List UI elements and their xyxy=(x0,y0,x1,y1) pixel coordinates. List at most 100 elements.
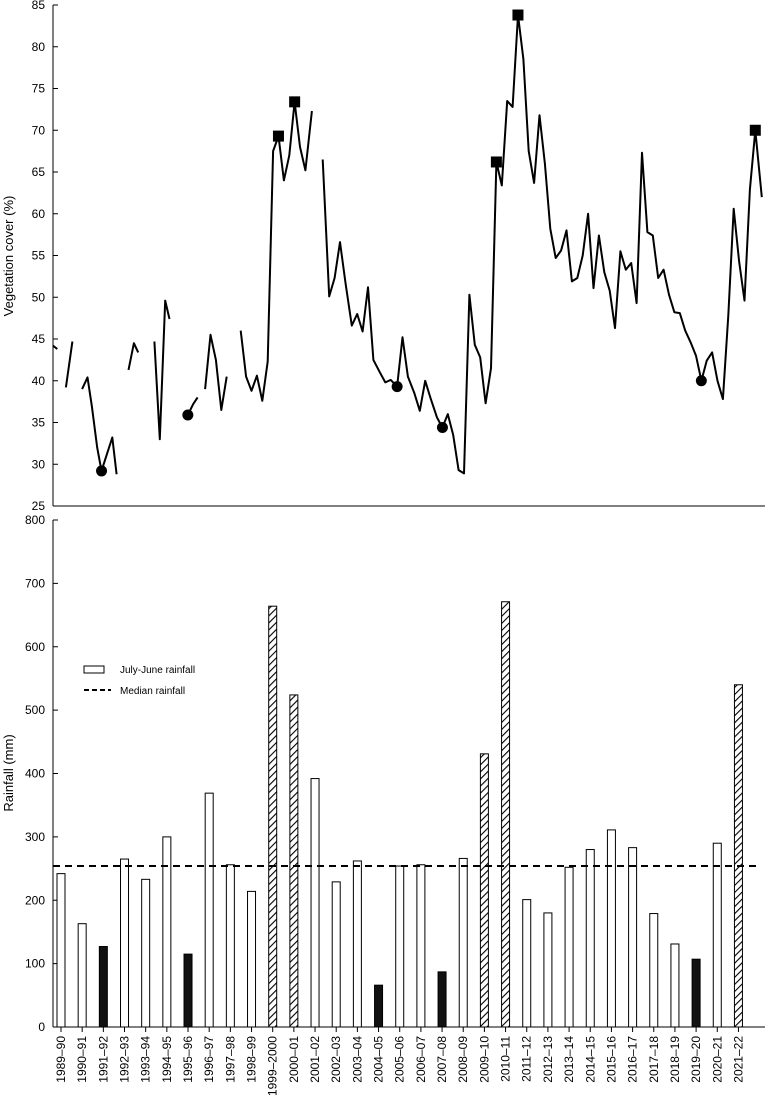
legend: July-June rainfall Median rainfall xyxy=(83,665,195,697)
rainfall-y-tick-label: 800 xyxy=(25,513,45,527)
vegetation-panel: 25 30 35 40 45 50 55 60 65 70 75 80 85 Vegetation co… xyxy=(1,0,765,513)
vegetation-line-segment xyxy=(64,341,74,388)
rainfall-x-tick-label: 1995–96 xyxy=(181,1036,195,1083)
rainfall-y-tick-label: 700 xyxy=(25,576,45,590)
rainfall-x-tick-label: 1992–93 xyxy=(118,1036,132,1083)
rainfall-x-tick-label: 1996–97 xyxy=(202,1036,216,1083)
legend-median-label: Median rainfall xyxy=(120,686,185,697)
vegetation-y-tick-label: 25 xyxy=(32,499,46,513)
vegetation-line-segment xyxy=(81,376,118,475)
rainfall-bar xyxy=(331,881,341,1028)
vegetation-y-tick-label: 80 xyxy=(32,40,46,54)
rainfall-bar xyxy=(120,858,130,1028)
vegetation-y-tick-label: 35 xyxy=(32,416,46,430)
high-cover-marker xyxy=(289,96,301,108)
rainfall-bar xyxy=(712,842,722,1028)
rainfall-bar xyxy=(395,865,405,1028)
rainfall-bar xyxy=(98,946,108,1028)
vegetation-y-tick-label: 30 xyxy=(32,457,46,471)
vegetation-y-ticks: 25 30 35 40 45 50 55 60 65 70 75 80 85 xyxy=(32,0,58,513)
vegetation-y-tick-label: 65 xyxy=(32,165,46,179)
rainfall-bar xyxy=(479,753,489,1028)
rainfall-bar xyxy=(416,864,426,1028)
rainfall-y-tick-label: 300 xyxy=(25,830,45,844)
rainfall-bar xyxy=(289,694,299,1028)
rainfall-y-tick-label: 400 xyxy=(25,767,45,781)
rainfall-x-tick-label: 2020–21 xyxy=(710,1036,724,1083)
rainfall-y-tick-label: 0 xyxy=(38,1020,45,1034)
rainfall-x-tick-label: 1998–99 xyxy=(245,1036,259,1083)
rainfall-x-tick-label: 2015–16 xyxy=(604,1036,618,1083)
rainfall-y-tick-label: 100 xyxy=(25,957,45,971)
rainfall-x-tick-label: 2021–22 xyxy=(731,1036,745,1083)
rainfall-x-tick-label: 2005–06 xyxy=(393,1036,407,1083)
vegetation-markers xyxy=(96,9,761,477)
legend-bar-label: July-June rainfall xyxy=(120,665,195,676)
rainfall-bar xyxy=(606,829,616,1028)
low-cover-marker xyxy=(436,422,448,434)
rainfall-y-tick-label: 500 xyxy=(25,703,45,717)
high-cover-marker xyxy=(490,156,502,168)
rainfall-bar xyxy=(458,857,468,1028)
rainfall-bar xyxy=(352,860,362,1028)
rainfall-bar xyxy=(225,864,235,1028)
rainfall-bar xyxy=(564,866,574,1028)
rainfall-panel: 0 100 200 300 400 500 600 700 800 1989–90 1990–91… xyxy=(1,513,765,1095)
low-cover-marker xyxy=(182,409,194,421)
vegetation-line-segment xyxy=(127,342,140,371)
vegetation-y-axis-title: Vegetation cover (%) xyxy=(1,196,16,317)
rainfall-x-tick-label: 2016–17 xyxy=(626,1036,640,1083)
rainfall-x-tick-label: 2004–05 xyxy=(372,1036,386,1083)
rainfall-x-tick-label: 2014–15 xyxy=(583,1036,597,1083)
rainfall-x-tick-label: 1997–98 xyxy=(223,1036,237,1083)
high-cover-marker xyxy=(272,130,284,142)
rainfall-bars xyxy=(56,601,743,1028)
vegetation-y-tick-label: 85 xyxy=(32,0,46,12)
vegetation-line-segment xyxy=(321,14,763,475)
vegetation-line-segment xyxy=(153,299,171,441)
rainfall-bar xyxy=(501,601,511,1028)
rainfall-bar xyxy=(670,943,680,1028)
rainfall-x-tick-label: 2012–13 xyxy=(541,1036,555,1083)
rainfall-bar xyxy=(77,923,87,1028)
vegetation-line-series xyxy=(52,14,763,475)
rainfall-x-tick-label: 2006–07 xyxy=(414,1036,428,1083)
rainfall-bar xyxy=(268,605,278,1028)
rainfall-x-tick-label: 1990–91 xyxy=(75,1036,89,1083)
vegetation-y-tick-label: 40 xyxy=(32,374,46,388)
rainfall-y-axis-title: Rainfall (mm) xyxy=(1,734,16,811)
rainfall-x-tick-label: 2019–20 xyxy=(689,1036,703,1083)
rainfall-bar xyxy=(628,847,638,1028)
high-cover-marker xyxy=(749,124,761,136)
rainfall-x-tick-label: 2002–03 xyxy=(329,1036,343,1083)
vegetation-line-segment xyxy=(239,100,313,402)
rainfall-bar xyxy=(374,984,384,1028)
rainfall-bar xyxy=(585,849,595,1028)
rainfall-x-tick-label: 2008–09 xyxy=(456,1036,470,1083)
rainfall-y-tick-label: 200 xyxy=(25,893,45,907)
rainfall-x-tick-label: 2011–12 xyxy=(520,1036,534,1082)
rainfall-bar xyxy=(183,953,193,1028)
rainfall-x-tick-label: 2009–10 xyxy=(477,1036,491,1083)
vegetation-y-tick-label: 50 xyxy=(32,290,46,304)
rainfall-bar xyxy=(204,792,214,1028)
vegetation-y-tick-label: 60 xyxy=(32,207,46,221)
vegetation-y-tick-label: 45 xyxy=(32,332,46,346)
rainfall-bar xyxy=(247,890,257,1028)
vegetation-line-segment xyxy=(52,344,58,350)
rainfall-x-tick-label: 1989–90 xyxy=(54,1036,68,1083)
rainfall-y-tick-label: 600 xyxy=(25,640,45,654)
legend-bar-swatch xyxy=(83,665,105,674)
rainfall-bar xyxy=(649,913,659,1028)
vegetation-y-tick-label: 55 xyxy=(32,249,46,263)
rainfall-bar xyxy=(56,873,66,1028)
rainfall-x-tick-label: 2017–18 xyxy=(647,1036,661,1083)
low-cover-marker xyxy=(391,381,403,393)
rainfall-x-tick-label: 2007–08 xyxy=(435,1036,449,1083)
rainfall-bar xyxy=(310,778,320,1028)
rainfall-x-tick-label: 2003–04 xyxy=(350,1036,364,1083)
vegetation-line-segment xyxy=(204,333,228,411)
rainfall-x-tick-label: 1994–95 xyxy=(160,1036,174,1083)
low-cover-marker xyxy=(96,465,108,477)
